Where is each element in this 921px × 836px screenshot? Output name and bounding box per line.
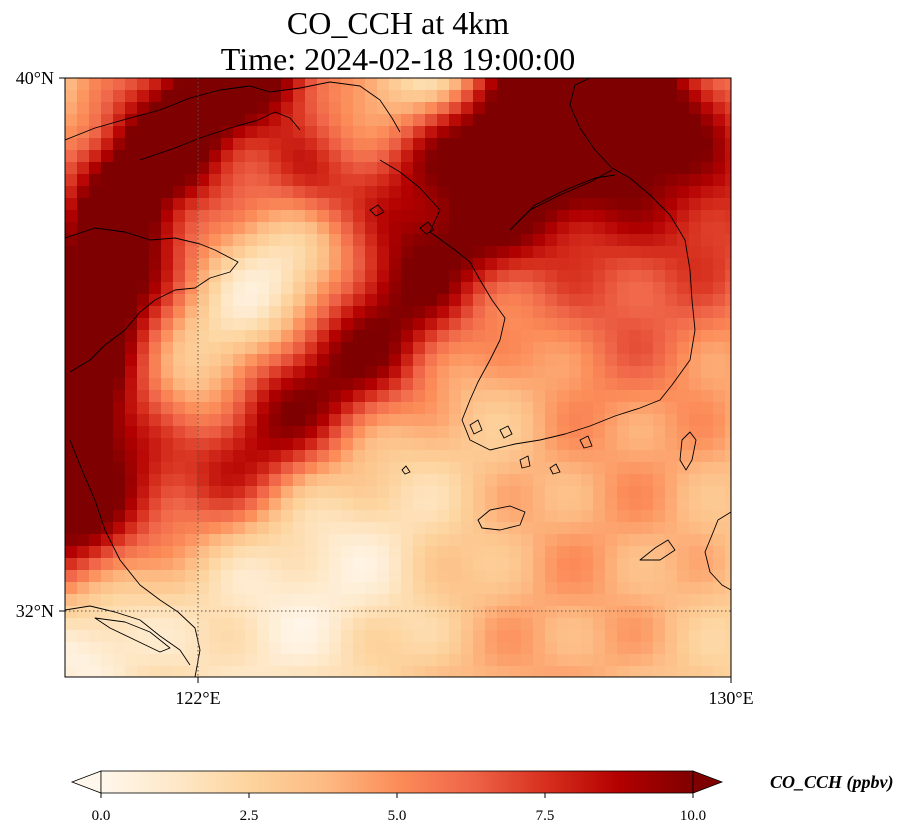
coastline-korea-west: [379, 159, 506, 451]
colorbar-gradient: [100, 770, 694, 794]
lon-label-130: 130°E: [708, 688, 753, 708]
colorbar-extend-high: [692, 770, 724, 794]
colorbar: 0.0 2.5 5.0 7.5 10.0 CO_CCH (ppbv): [70, 770, 894, 824]
coastline-yangtze: [65, 605, 191, 666]
colorbar-tick-label: 10.0: [680, 808, 706, 824]
colorbar-tick-label: 2.5: [240, 808, 259, 824]
map-frame: [64, 77, 732, 678]
jeju-island: [477, 505, 526, 531]
coastline-kyushu: [704, 511, 731, 591]
colorbar-tick-label: 5.0: [388, 808, 407, 824]
lat-label-40: 40°N: [16, 68, 54, 88]
coastline-chongming: [94, 617, 171, 653]
lon-label-122: 122°E: [175, 688, 220, 708]
colorbar-tick-label: 0.0: [92, 808, 111, 824]
coastline-korea-south: [489, 384, 673, 451]
colorbar-label: CO_CCH (ppbv): [770, 772, 894, 793]
colorbar-ticks: 0.0 2.5 5.0 7.5 10.0: [92, 793, 706, 824]
islands-yellow-sea: [369, 204, 435, 475]
coastline-nk-east: [569, 78, 613, 169]
coastline-korea-east: [611, 167, 696, 386]
coastline-jiangsu: [69, 439, 201, 677]
co-field-cells: [65, 78, 731, 677]
tsushima-island: [679, 431, 697, 471]
lat-label-32: 32°N: [16, 601, 54, 621]
coastline-liaodong: [139, 111, 301, 161]
coastline-bohai-north: [65, 81, 401, 141]
colorbar-tick-label: 7.5: [536, 808, 555, 824]
co-field: [65, 78, 731, 677]
coastline-shandong: [65, 227, 239, 373]
map-title-line1: CO_CCH at 4km: [287, 5, 509, 41]
islands-sw-korea: [469, 419, 593, 475]
colorbar-extend-low: [70, 770, 102, 794]
coastline-goto: [639, 539, 676, 561]
coastlines: [65, 78, 731, 677]
map-title-line2: Time: 2024-02-18 19:00:00: [221, 41, 575, 77]
border-korea-2: [514, 174, 616, 226]
